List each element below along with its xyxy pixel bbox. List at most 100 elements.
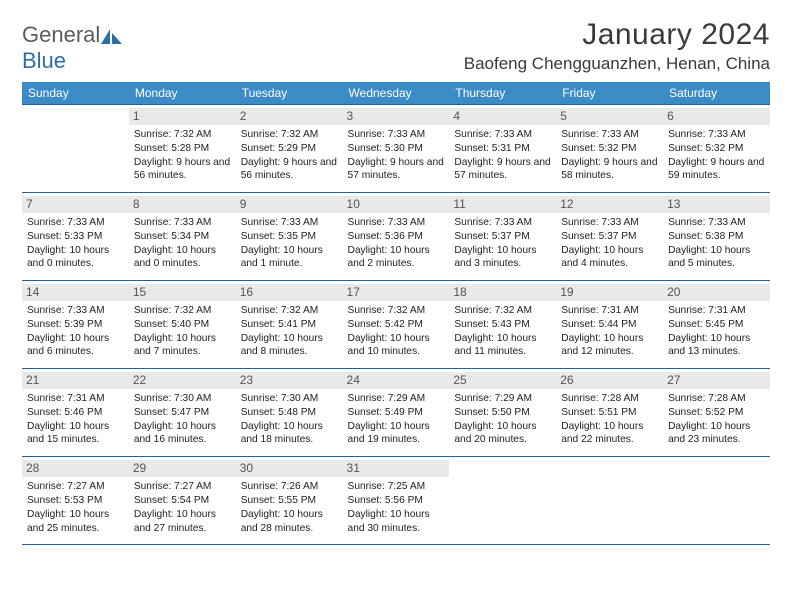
day-info: Sunrise: 7:31 AMSunset: 5:46 PMDaylight:… <box>27 392 124 447</box>
daylight-line: Daylight: 10 hours and 6 minutes. <box>27 332 124 360</box>
day-info: Sunrise: 7:31 AMSunset: 5:45 PMDaylight:… <box>668 304 765 359</box>
month-title: January 2024 <box>464 18 770 52</box>
sunrise-line: Sunrise: 7:33 AM <box>134 216 231 230</box>
day-cell: 25 Sunrise: 7:29 AMSunset: 5:50 PMDayligh… <box>449 369 556 457</box>
day-cell: 13Sunrise: 7:33 AMSunset: 5:38 PMDayligh… <box>663 193 770 281</box>
day-number: 28 <box>22 460 129 477</box>
day-info: Sunrise: 7:32 AMSunset: 5:43 PMDaylight:… <box>454 304 551 359</box>
daylight-line: Daylight: 10 hours and 20 minutes. <box>454 420 551 448</box>
sunset-line: Sunset: 5:30 PM <box>348 142 445 156</box>
daylight-line: Daylight: 10 hours and 30 minutes. <box>348 508 445 536</box>
logo-text: General Blue <box>22 22 123 74</box>
logo-part2: Blue <box>22 48 66 73</box>
sunset-line: Sunset: 5:56 PM <box>348 494 445 508</box>
daylight-line: Daylight: 10 hours and 15 minutes. <box>27 420 124 448</box>
sunrise-line: Sunrise: 7:27 AM <box>134 480 231 494</box>
sunset-line: Sunset: 5:47 PM <box>134 406 231 420</box>
day-number: 1 <box>129 108 236 125</box>
daylight-line: Daylight: 10 hours and 22 minutes. <box>561 420 658 448</box>
sunrise-line: Sunrise: 7:29 AM <box>454 392 551 406</box>
sunrise-line: Sunrise: 7:33 AM <box>348 128 445 142</box>
day-cell: 27Sunrise: 7:28 AMSunset: 5:52 PMDayligh… <box>663 369 770 457</box>
day-info: Sunrise: 7:32 AMSunset: 5:29 PMDaylight:… <box>241 128 338 183</box>
day-cell: 20Sunrise: 7:31 AMSunset: 5:45 PMDayligh… <box>663 281 770 369</box>
sunrise-line: Sunrise: 7:33 AM <box>27 216 124 230</box>
day-info: Sunrise: 7:33 AMSunset: 5:39 PMDaylight:… <box>27 304 124 359</box>
sunrise-line: Sunrise: 7:33 AM <box>27 304 124 318</box>
day-number: 5 <box>556 108 663 125</box>
day-cell: 24Sunrise: 7:29 AMSunset: 5:49 PMDayligh… <box>343 369 450 457</box>
day-cell: 22Sunrise: 7:30 AMSunset: 5:47 PMDayligh… <box>129 369 236 457</box>
day-cell: 17Sunrise: 7:32 AMSunset: 5:42 PMDayligh… <box>343 281 450 369</box>
sunrise-line: Sunrise: 7:28 AM <box>561 392 658 406</box>
day-info: Sunrise: 7:30 AMSunset: 5:48 PMDaylight:… <box>241 392 338 447</box>
sunrise-line: Sunrise: 7:32 AM <box>134 304 231 318</box>
calendar-body: 1Sunrise: 7:32 AMSunset: 5:28 PMDaylight… <box>22 105 770 545</box>
sunset-line: Sunset: 5:53 PM <box>27 494 124 508</box>
sunrise-line: Sunrise: 7:32 AM <box>241 128 338 142</box>
dow-thursday: Thursday <box>449 82 556 105</box>
sunset-line: Sunset: 5:41 PM <box>241 318 338 332</box>
sunrise-line: Sunrise: 7:28 AM <box>668 392 765 406</box>
day-cell: 3Sunrise: 7:33 AMSunset: 5:30 PMDaylight… <box>343 105 450 193</box>
logo-part1: General <box>22 22 100 47</box>
day-cell: 19Sunrise: 7:31 AMSunset: 5:44 PMDayligh… <box>556 281 663 369</box>
day-cell: 6Sunrise: 7:33 AMSunset: 5:32 PMDaylight… <box>663 105 770 193</box>
daylight-line: Daylight: 10 hours and 0 minutes. <box>134 244 231 272</box>
sunset-line: Sunset: 5:39 PM <box>27 318 124 332</box>
day-number: 9 <box>236 196 343 213</box>
sunset-line: Sunset: 5:51 PM <box>561 406 658 420</box>
day-number: 16 <box>236 284 343 301</box>
day-number: 4 <box>449 108 556 125</box>
day-info: Sunrise: 7:25 AMSunset: 5:56 PMDaylight:… <box>348 480 445 535</box>
day-number: 7 <box>22 196 129 213</box>
day-number: 31 <box>343 460 450 477</box>
day-number: 30 <box>236 460 343 477</box>
day-info: Sunrise: 7:33 AMSunset: 5:36 PMDaylight:… <box>348 216 445 271</box>
sunrise-line: Sunrise: 7:30 AM <box>241 392 338 406</box>
day-cell: 15Sunrise: 7:32 AMSunset: 5:40 PMDayligh… <box>129 281 236 369</box>
dow-tuesday: Tuesday <box>236 82 343 105</box>
dow-row: Sunday Monday Tuesday Wednesday Thursday… <box>22 82 770 105</box>
daylight-line: Daylight: 10 hours and 7 minutes. <box>134 332 231 360</box>
day-info: Sunrise: 7:33 AMSunset: 5:35 PMDaylight:… <box>241 216 338 271</box>
day-number: 22 <box>129 372 236 389</box>
sunset-line: Sunset: 5:31 PM <box>454 142 551 156</box>
daylight-line: Daylight: 10 hours and 25 minutes. <box>27 508 124 536</box>
day-number: 25 <box>449 372 556 389</box>
sunrise-line: Sunrise: 7:32 AM <box>454 304 551 318</box>
day-info: Sunrise: 7:27 AMSunset: 5:54 PMDaylight:… <box>134 480 231 535</box>
sunset-line: Sunset: 5:29 PM <box>241 142 338 156</box>
day-number: 11 <box>449 196 556 213</box>
day-info: Sunrise: 7:29 AMSunset: 5:50 PMDaylight:… <box>454 392 551 447</box>
daylight-line: Daylight: 9 hours and 59 minutes. <box>668 156 765 184</box>
day-cell: 12Sunrise: 7:33 AMSunset: 5:37 PMDayligh… <box>556 193 663 281</box>
logo: General Blue <box>22 22 123 74</box>
week-row: 7Sunrise: 7:33 AMSunset: 5:33 PMDaylight… <box>22 193 770 281</box>
daylight-line: Daylight: 10 hours and 12 minutes. <box>561 332 658 360</box>
daylight-line: Daylight: 9 hours and 57 minutes. <box>454 156 551 184</box>
sunrise-line: Sunrise: 7:29 AM <box>348 392 445 406</box>
daylight-line: Daylight: 10 hours and 3 minutes. <box>454 244 551 272</box>
sunrise-line: Sunrise: 7:32 AM <box>134 128 231 142</box>
day-info: Sunrise: 7:29 AMSunset: 5:49 PMDaylight:… <box>348 392 445 447</box>
day-number: 8 <box>129 196 236 213</box>
dow-monday: Monday <box>129 82 236 105</box>
day-info: Sunrise: 7:28 AMSunset: 5:52 PMDaylight:… <box>668 392 765 447</box>
sunset-line: Sunset: 5:46 PM <box>27 406 124 420</box>
day-info: Sunrise: 7:28 AMSunset: 5:51 PMDaylight:… <box>561 392 658 447</box>
sunset-line: Sunset: 5:32 PM <box>561 142 658 156</box>
logo-sail-icon <box>101 28 123 44</box>
day-cell: 18Sunrise: 7:32 AMSunset: 5:43 PMDayligh… <box>449 281 556 369</box>
header: General Blue January 2024 Baofeng Chengg… <box>22 18 770 74</box>
day-number: 17 <box>343 284 450 301</box>
daylight-line: Daylight: 10 hours and 28 minutes. <box>241 508 338 536</box>
sunrise-line: Sunrise: 7:31 AM <box>668 304 765 318</box>
day-number: 10 <box>343 196 450 213</box>
sunrise-line: Sunrise: 7:33 AM <box>561 216 658 230</box>
sunset-line: Sunset: 5:38 PM <box>668 230 765 244</box>
sunrise-line: Sunrise: 7:31 AM <box>27 392 124 406</box>
daylight-line: Daylight: 10 hours and 1 minute. <box>241 244 338 272</box>
day-cell: 10 Sunrise: 7:33 AMSunset: 5:36 PMDayligh… <box>343 193 450 281</box>
sunset-line: Sunset: 5:50 PM <box>454 406 551 420</box>
